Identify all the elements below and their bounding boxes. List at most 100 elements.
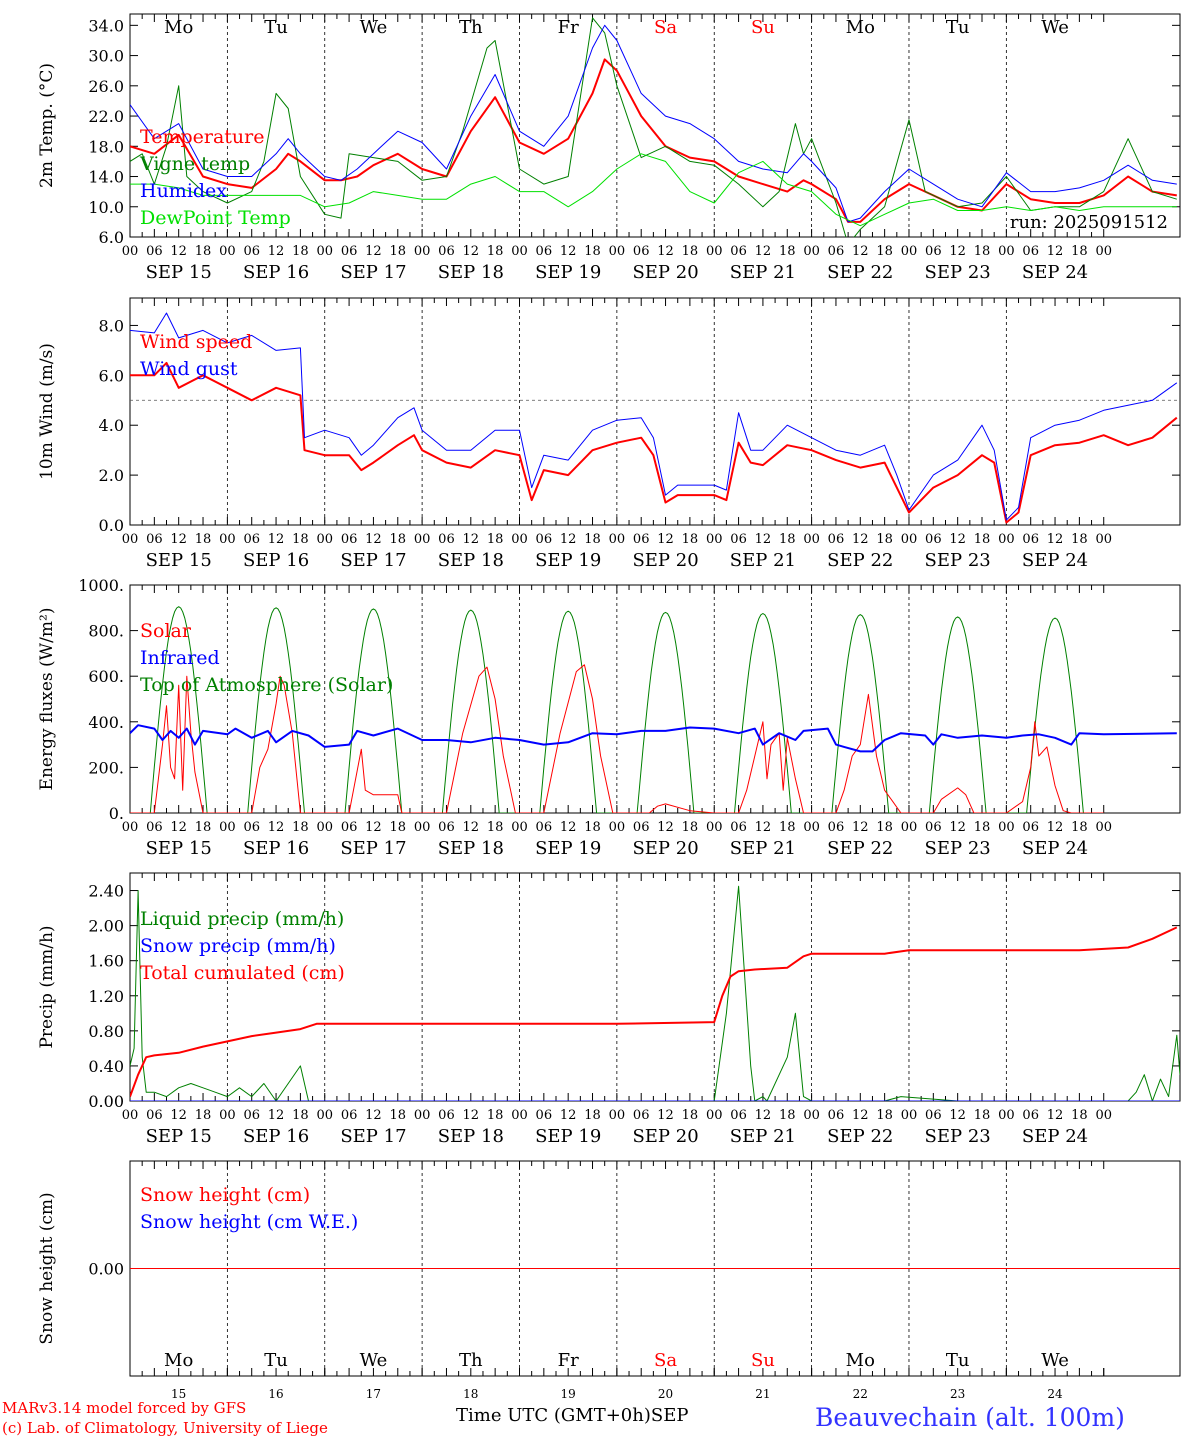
y-tick-label: 200. [88, 758, 124, 777]
x-date-label: SEP 20 [632, 550, 698, 571]
series-line-humidex [130, 24, 1177, 223]
x-date-label: SEP 20 [632, 262, 698, 283]
x-hour-label: 00 [414, 820, 431, 835]
legend-entry: Top of Atmosphere (Solar) [140, 674, 393, 696]
x-date-label: SEP 21 [730, 1126, 796, 1147]
x-hour-label: 00 [414, 244, 431, 259]
x-hour-label: 06 [633, 1108, 650, 1123]
x-hour-label: 06 [341, 244, 358, 259]
x-hour-label: 06 [925, 244, 942, 259]
x-hour-label: 18 [584, 244, 601, 259]
xaxis-title: Time UTC (GMT+0h)SEP [456, 1405, 688, 1426]
x-hour-label: 00 [998, 1108, 1015, 1123]
x-hour-label: 06 [730, 244, 747, 259]
x-hour-label: 12 [755, 1108, 772, 1123]
x-hour-label: 00 [414, 1108, 431, 1123]
x-hour-label: 06 [730, 532, 747, 547]
x-hour-label: 00 [609, 244, 626, 259]
day-abbr-label: Mo [164, 1350, 193, 1371]
xaxis-month: SEP [650, 1405, 689, 1426]
x-hour-label: 18 [682, 1108, 699, 1123]
panel-snow: 0.00 Snow height (cm) Snow height (cm) Snow… [37, 1160, 1181, 1401]
y-tick-label: 6.0 [99, 228, 124, 247]
x-hour-label: 00 [511, 244, 528, 259]
x-hour-label: 18 [1071, 532, 1088, 547]
panel-temp: 6.0 10.0 14.0 18.0 22.0 26.0 30.0 34.0 2m Temp. … [37, 13, 1181, 283]
x-hour-label: 18 [292, 244, 309, 259]
xaxis-title-text: Time UTC (GMT+0h) [456, 1405, 651, 1426]
x-hour-label: 06 [341, 820, 358, 835]
x-hour-label: 06 [730, 820, 747, 835]
x-hour-label: 00 [219, 1108, 236, 1123]
x-hour-label: 00 [511, 820, 528, 835]
x-date-label: SEP 19 [535, 550, 601, 571]
x-hour-label: 00 [901, 244, 918, 259]
x-hour-label: 00 [609, 820, 626, 835]
x-hour-label: 06 [1022, 244, 1039, 259]
y-tick-label: 1.20 [88, 987, 124, 1006]
x-date-label: SEP 16 [243, 838, 309, 859]
x-hour-label: 06 [146, 1108, 163, 1123]
x-hour-label: 00 [219, 820, 236, 835]
x-hour-label: 18 [487, 1108, 504, 1123]
plot-frame [129, 297, 1181, 526]
x-date-label: SEP 17 [340, 1126, 406, 1147]
x-date-label: SEP 23 [925, 1126, 991, 1147]
x-hour-label: 12 [170, 532, 187, 547]
x-hour-label: 18 [292, 532, 309, 547]
legend-entry: Temperature [140, 126, 264, 148]
x-hour-label: 00 [1095, 820, 1112, 835]
y-tick-label: 0.40 [88, 1057, 124, 1076]
legend-entry: Snow height (cm) [140, 1184, 310, 1206]
x-date-label: SEP 22 [827, 838, 893, 859]
day-abbr-label: Sa [654, 1350, 677, 1371]
x-hour-label: 18 [390, 820, 407, 835]
x-date-label: SEP 15 [146, 838, 212, 859]
y-tick-label: 34.0 [88, 16, 124, 35]
day-abbr-label: Th [459, 1350, 483, 1371]
legend-entry: Wind gust [140, 358, 238, 380]
x-hour-label: 18 [779, 244, 796, 259]
x-hour-label: 06 [146, 244, 163, 259]
series-line-wind-speed [130, 361, 1178, 524]
day-abbr-label: Su [751, 17, 775, 38]
day-number-label: 19 [561, 1387, 576, 1401]
x-hour-label: 18 [195, 1108, 212, 1123]
plot-frame [129, 584, 1181, 814]
series-line-wind-gust [130, 312, 1178, 521]
x-hour-label: 00 [803, 820, 820, 835]
x-hour-label: 00 [511, 1108, 528, 1123]
location-label: Beauvechain (alt. 100m) [815, 1403, 1125, 1432]
x-hour-label: 12 [949, 820, 966, 835]
day-abbr-label: Mo [846, 17, 875, 38]
x-hour-label: 12 [560, 532, 577, 547]
x-hour-label: 00 [998, 244, 1015, 259]
x-date-label: SEP 17 [340, 838, 406, 859]
x-hour-label: 00 [1095, 244, 1112, 259]
y-tick-label: 0.00 [88, 1260, 124, 1279]
y-tick-label: 26.0 [88, 77, 124, 96]
x-hour-label: 06 [146, 532, 163, 547]
x-hour-label: 00 [706, 532, 723, 547]
x-date-label: SEP 22 [827, 1126, 893, 1147]
day-abbr-label: Fr [558, 17, 579, 38]
x-hour-label: 18 [779, 532, 796, 547]
x-hour-label: 00 [316, 532, 333, 547]
x-hour-label: 06 [536, 1108, 553, 1123]
x-hour-label: 18 [487, 244, 504, 259]
series-line-top-of-atmosphere-solar- [149, 606, 1104, 813]
x-hour-label: 06 [243, 1108, 260, 1123]
x-date-label: SEP 20 [632, 1126, 698, 1147]
x-date-label: SEP 21 [730, 262, 796, 283]
panel-energy: 0. 200. 400. 600. 800. 1000. Energy fluxes (W/… [37, 576, 1181, 859]
x-hour-label: 18 [779, 1108, 796, 1123]
x-hour-label: 06 [633, 244, 650, 259]
day-number-label: 22 [853, 1387, 868, 1401]
x-hour-label: 00 [122, 244, 139, 259]
x-hour-label: 12 [560, 244, 577, 259]
y-axis-label: 2m Temp. (°C) [37, 63, 57, 188]
day-abbr-label: We [1041, 17, 1069, 38]
x-hour-label: 00 [803, 1108, 820, 1123]
x-hour-label: 06 [633, 820, 650, 835]
x-hour-label: 18 [292, 820, 309, 835]
